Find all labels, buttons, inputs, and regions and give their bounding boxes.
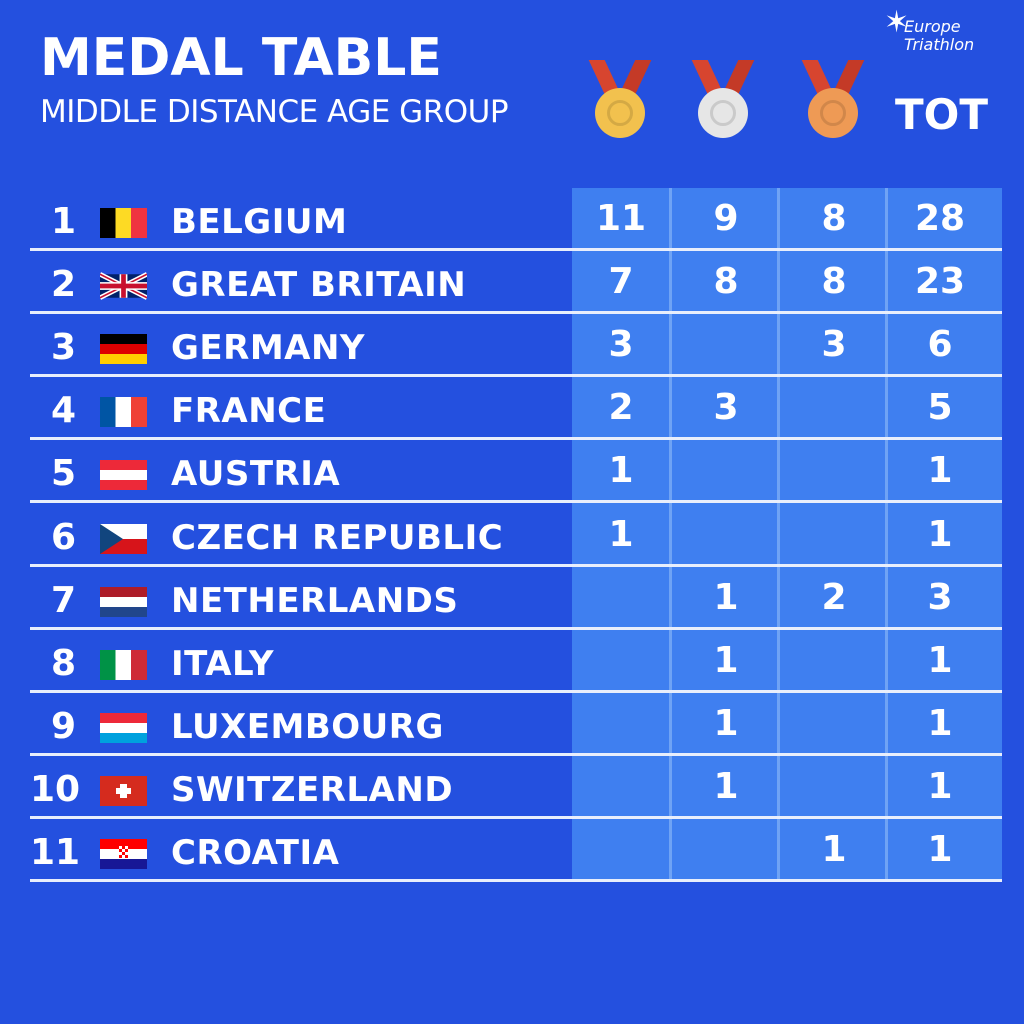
bronze-count: 1 bbox=[821, 829, 847, 870]
page-subtitle: MIDDLE DISTANCE AGE GROUP bbox=[40, 94, 509, 130]
rank: 4 bbox=[50, 390, 76, 432]
country-name: LUXEMBOURG bbox=[171, 706, 444, 747]
rank: 9 bbox=[50, 705, 76, 747]
silver-count: 1 bbox=[713, 639, 739, 681]
austria-flag-icon bbox=[100, 460, 147, 491]
great-britain-flag-icon bbox=[100, 271, 147, 301]
france-flag-icon bbox=[100, 397, 147, 428]
gold-count: 11 bbox=[595, 198, 647, 239]
italy-flag-icon bbox=[100, 649, 147, 680]
column-divider bbox=[777, 188, 780, 882]
table-row: 7 NETHERLANDS 1 2 3 bbox=[30, 567, 1002, 630]
total-count: 3 bbox=[927, 576, 953, 618]
total-count: 1 bbox=[927, 765, 953, 807]
netherlands-flag-icon bbox=[100, 586, 147, 617]
table-row: 9 LUXEMBOURG 1 1 bbox=[30, 693, 1002, 756]
gold-count: 7 bbox=[608, 261, 634, 303]
rank: 10 bbox=[30, 768, 81, 810]
silver-medal-icon bbox=[691, 60, 755, 140]
czech-republic-flag-icon bbox=[100, 523, 147, 554]
table-row: 2 GREAT BRITAIN 7 8 8 23 bbox=[30, 251, 1002, 315]
country-name: CROATIA bbox=[171, 833, 340, 873]
total-count: 5 bbox=[927, 387, 953, 429]
total-count: 6 bbox=[927, 324, 953, 366]
bronze-count: 3 bbox=[821, 324, 847, 366]
silver-count: 1 bbox=[713, 576, 739, 618]
table-row: 11 CROATIA 1 1 bbox=[30, 819, 1002, 882]
logo-line2: Triathlon bbox=[904, 35, 975, 54]
silver-count: 1 bbox=[713, 702, 739, 744]
bronze-count: 2 bbox=[821, 576, 847, 618]
table-row: 10 SWITZERLAND 1 1 bbox=[30, 756, 1002, 819]
silver-count: 3 bbox=[713, 387, 739, 429]
total-count: 28 bbox=[914, 198, 966, 239]
silver-count: 8 bbox=[713, 261, 739, 303]
total-count: 1 bbox=[927, 829, 953, 870]
country-name: SWITZERLAND bbox=[171, 769, 454, 810]
column-divider bbox=[885, 188, 888, 882]
gold-count: 2 bbox=[608, 387, 634, 429]
europe-triathlon-logo: ✶ Europe Triathlon bbox=[884, 8, 975, 54]
country-name: FRANCE bbox=[171, 391, 327, 432]
bronze-count: 8 bbox=[821, 198, 847, 239]
rank: 5 bbox=[50, 453, 76, 495]
rank: 8 bbox=[50, 642, 76, 684]
country-name: CZECH REPUBLIC bbox=[171, 517, 504, 558]
switzerland-flag-icon bbox=[100, 775, 147, 806]
country-name: BELGIUM bbox=[171, 202, 348, 242]
rank: 6 bbox=[50, 516, 76, 558]
rank: 1 bbox=[50, 201, 76, 242]
column-divider bbox=[669, 188, 672, 882]
country-name: ITALY bbox=[171, 643, 275, 684]
total-count: 1 bbox=[927, 513, 953, 555]
croatia-flag-icon bbox=[100, 839, 147, 869]
table-row: 1 BELGIUM 11 9 8 28 bbox=[30, 188, 1002, 251]
total-header: TOT bbox=[895, 90, 989, 139]
belgium-flag-icon bbox=[100, 208, 147, 238]
gold-count: 1 bbox=[608, 450, 634, 492]
gold-count: 1 bbox=[608, 513, 634, 555]
page-title: MEDAL TABLE bbox=[40, 28, 442, 88]
rank: 11 bbox=[30, 832, 81, 873]
table-row: 6 CZECH REPUBLIC 1 1 bbox=[30, 504, 1002, 567]
total-count: 1 bbox=[927, 639, 953, 681]
country-name: GERMANY bbox=[171, 328, 366, 369]
bronze-medal-icon bbox=[801, 60, 865, 140]
gold-count: 3 bbox=[608, 324, 634, 366]
rank: 2 bbox=[50, 264, 76, 306]
total-count: 1 bbox=[927, 702, 953, 744]
table-row: 5 AUSTRIA 1 1 bbox=[30, 440, 1002, 504]
germany-flag-icon bbox=[100, 334, 147, 365]
country-name: GREAT BRITAIN bbox=[171, 265, 467, 306]
rank: 7 bbox=[50, 579, 76, 621]
total-count: 1 bbox=[927, 450, 953, 492]
table-row: 4 FRANCE 2 3 5 bbox=[30, 377, 1002, 441]
logo-star-icon: ✶ bbox=[884, 5, 910, 40]
rank: 3 bbox=[50, 327, 76, 369]
bronze-count: 8 bbox=[821, 261, 847, 303]
luxembourg-flag-icon bbox=[100, 712, 147, 743]
medal-columns-background bbox=[572, 188, 1002, 882]
silver-count: 9 bbox=[713, 198, 739, 239]
logo-line1: Europe bbox=[904, 17, 961, 36]
country-name: AUSTRIA bbox=[171, 454, 341, 495]
table-row: 3 GERMANY 3 3 6 bbox=[30, 314, 1002, 378]
total-count: 23 bbox=[914, 261, 966, 303]
silver-count: 1 bbox=[713, 765, 739, 807]
table-row: 8 ITALY 1 1 bbox=[30, 630, 1002, 693]
gold-medal-icon bbox=[588, 60, 652, 140]
country-name: NETHERLANDS bbox=[171, 580, 459, 621]
